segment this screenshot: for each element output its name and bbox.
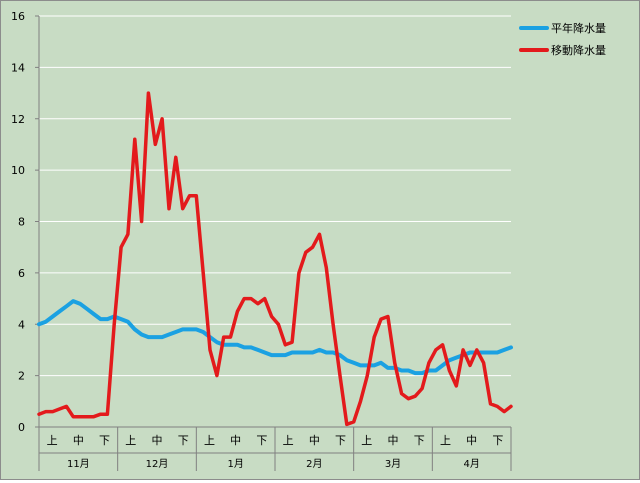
month-label-6: 4月 bbox=[463, 458, 479, 470]
dekad-label: 上 bbox=[361, 434, 372, 447]
y-axis-tick-labels: 0 2 4 6 8 10 12 14 16 bbox=[11, 10, 25, 434]
y-tick-label-2: 2 bbox=[18, 370, 25, 383]
y-tick-label-14: 14 bbox=[11, 61, 25, 74]
dekad-label: 中 bbox=[230, 434, 241, 447]
series-lines bbox=[37, 91, 513, 427]
axes bbox=[35, 15, 512, 471]
dekad-label: 中 bbox=[152, 434, 163, 447]
month-label-4: 2月 bbox=[306, 458, 322, 470]
dekad-label: 上 bbox=[283, 434, 294, 447]
dekad-label: 上 bbox=[204, 434, 215, 447]
series-line-normal-precipitation bbox=[37, 299, 513, 376]
dekad-label: 中 bbox=[73, 434, 84, 447]
legend-label-0: 平年降水量 bbox=[551, 21, 606, 35]
dekad-label: 下 bbox=[178, 434, 189, 447]
series-line-moving-precipitation bbox=[37, 91, 513, 427]
y-tick-label-8: 8 bbox=[18, 216, 25, 229]
y-tick-label-12: 12 bbox=[11, 113, 25, 126]
month-label-3: 1月 bbox=[227, 458, 243, 470]
x-axis-tick-labels: 上中下11月上中下12月上中下1月上中下2月上中下3月上中下4月 bbox=[47, 434, 504, 470]
dekad-label: 中 bbox=[466, 434, 477, 447]
dekad-label: 中 bbox=[309, 434, 320, 447]
legend-label-1: 移動降水量 bbox=[551, 43, 606, 57]
month-label-5: 3月 bbox=[385, 458, 401, 470]
dekad-label: 下 bbox=[414, 434, 425, 447]
dekad-label: 下 bbox=[256, 434, 267, 447]
dekad-label: 中 bbox=[388, 434, 399, 447]
dekad-label: 上 bbox=[47, 434, 58, 447]
y-tick-label-6: 6 bbox=[18, 267, 25, 280]
month-label-2: 12月 bbox=[146, 458, 169, 470]
dekad-label: 下 bbox=[99, 434, 110, 447]
dekad-label: 上 bbox=[125, 434, 136, 447]
month-label-1: 11月 bbox=[67, 458, 90, 470]
y-tick-label-10: 10 bbox=[11, 164, 25, 177]
y-tick-label-0: 0 bbox=[18, 421, 25, 434]
dekad-label: 上 bbox=[440, 434, 451, 447]
y-tick-label-16: 16 bbox=[11, 10, 25, 23]
y-tick-label-4: 4 bbox=[18, 318, 25, 331]
dekad-label: 下 bbox=[492, 434, 503, 447]
dekad-label: 下 bbox=[335, 434, 346, 447]
